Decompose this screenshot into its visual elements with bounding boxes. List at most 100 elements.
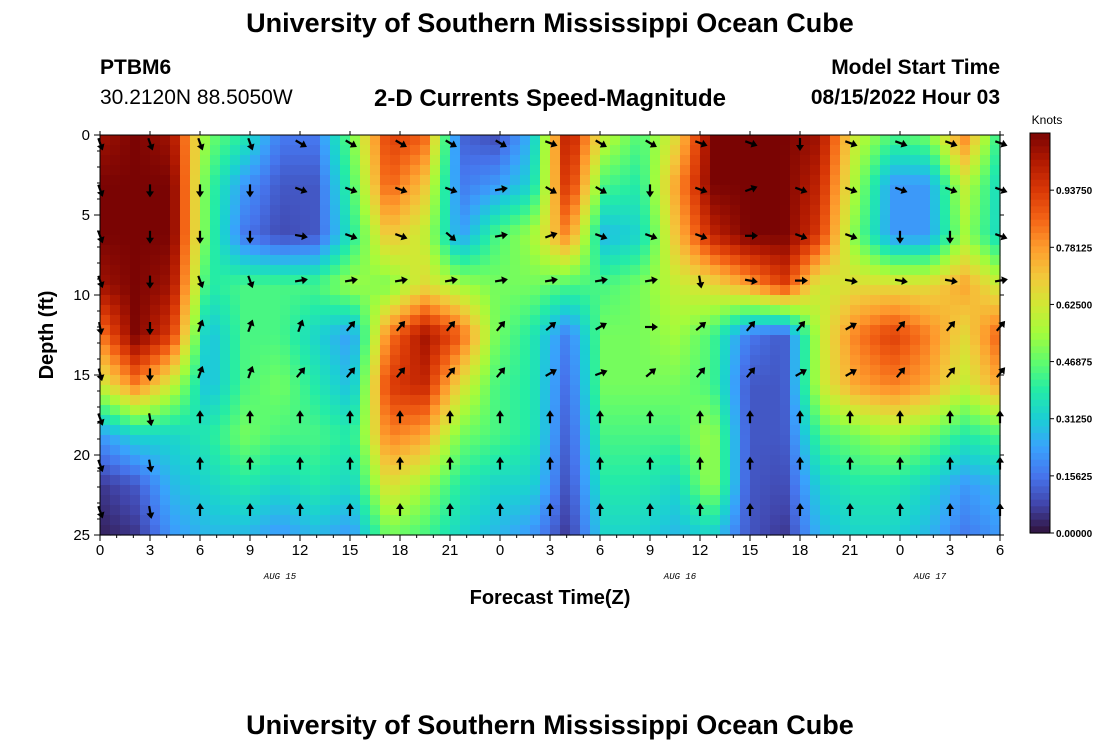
colorbar-label: 0.31250	[1056, 415, 1093, 426]
heatmap-cell	[730, 315, 741, 326]
heatmap-cell	[190, 435, 201, 446]
heatmap-cell	[200, 175, 211, 186]
heatmap-cell	[700, 295, 711, 306]
heatmap-cell	[740, 405, 751, 416]
heatmap-cell	[590, 185, 601, 196]
heatmap-cell	[730, 495, 741, 506]
heatmap-cell	[480, 215, 491, 226]
heatmap-cell	[230, 195, 241, 206]
heatmap-cell	[260, 495, 271, 506]
heatmap-cell	[880, 325, 891, 336]
heatmap-cell	[170, 285, 181, 296]
heatmap-cell	[620, 455, 631, 466]
heatmap-cell	[780, 275, 791, 286]
heatmap-cell	[290, 165, 301, 176]
heatmap-cell	[680, 235, 691, 246]
heatmap-cell	[600, 525, 611, 536]
heatmap-cell	[310, 365, 321, 376]
heatmap-cell	[530, 515, 541, 526]
heatmap-cell	[820, 295, 831, 306]
heatmap-cell	[710, 175, 721, 186]
heatmap-cell	[200, 385, 211, 396]
heatmap-cell	[270, 195, 281, 206]
heatmap-cell	[630, 315, 641, 326]
heatmap-cell	[790, 325, 801, 336]
heatmap-cell	[140, 245, 151, 256]
heatmap-cell	[890, 165, 901, 176]
heatmap-cell	[810, 275, 821, 286]
heatmap-cell	[440, 455, 451, 466]
heatmap-cell	[220, 505, 231, 516]
current-arrow	[644, 276, 658, 285]
heatmap-cell	[330, 185, 341, 196]
current-arrow	[146, 137, 155, 151]
heatmap-cell	[430, 445, 441, 456]
heatmap-cell	[570, 425, 581, 436]
heatmap-cell	[440, 465, 451, 476]
heatmap-cell	[590, 425, 601, 436]
heatmap-cell	[950, 505, 961, 516]
heatmap-cell	[180, 435, 191, 446]
heatmap-cell	[280, 295, 291, 306]
heatmap-cell	[250, 225, 261, 236]
heatmap-cell	[190, 145, 201, 156]
heatmap-cell	[530, 355, 541, 366]
heatmap-cell	[350, 245, 361, 256]
heatmap-cell	[520, 305, 531, 316]
heatmap-cell	[920, 275, 931, 286]
heatmap-cell	[470, 455, 481, 466]
heatmap-cell	[950, 255, 961, 266]
heatmap-cell	[110, 375, 121, 386]
current-arrow	[496, 503, 504, 516]
heatmap-cell	[770, 375, 781, 386]
heatmap-cell	[900, 155, 911, 166]
heatmap-cell	[230, 235, 241, 246]
heatmap-cell	[800, 235, 811, 246]
heatmap-cell	[100, 225, 111, 236]
heatmap-cell	[300, 195, 311, 206]
heatmap-cell	[260, 195, 271, 206]
heatmap-cell	[770, 495, 781, 506]
heatmap-cell	[640, 525, 651, 536]
heatmap-cell	[360, 165, 371, 176]
heatmap-cell	[590, 335, 601, 346]
heatmap-cell	[790, 375, 801, 386]
heatmap-cell	[310, 245, 321, 256]
heatmap-cell	[120, 475, 131, 486]
heatmap-cell	[570, 195, 581, 206]
heatmap-cell	[750, 195, 761, 206]
heatmap-cell	[530, 325, 541, 336]
heatmap-cell	[810, 215, 821, 226]
heatmap-cell	[210, 155, 221, 166]
heatmap-cell	[630, 275, 641, 286]
heatmap-cell	[460, 225, 471, 236]
heatmap-cell	[620, 285, 631, 296]
heatmap-cell	[280, 155, 291, 166]
current-arrow	[846, 410, 854, 424]
heatmap-cell	[450, 335, 461, 346]
heatmap-cell	[390, 315, 401, 326]
heatmap-cell	[900, 245, 911, 256]
heatmap-cell	[100, 415, 111, 426]
heatmap-cell	[540, 195, 551, 206]
heatmap-cell	[110, 275, 121, 286]
heatmap-cell	[430, 365, 441, 376]
heatmap-cell	[950, 335, 961, 346]
heatmap-cell	[460, 475, 471, 486]
heatmap-cell	[200, 505, 211, 516]
heatmap-cell	[390, 335, 401, 346]
heatmap-cell	[930, 435, 941, 446]
heatmap-cell	[470, 345, 481, 356]
heatmap-cell	[470, 395, 481, 406]
heatmap-cell	[690, 435, 701, 446]
heatmap-cell	[760, 165, 771, 176]
heatmap-cell	[180, 195, 191, 206]
heatmap-cell	[510, 335, 521, 346]
heatmap-cell	[640, 325, 651, 336]
heatmap-cell	[960, 465, 971, 476]
heatmap-cell	[410, 445, 421, 456]
current-arrow	[344, 232, 358, 241]
heatmap-cell	[240, 255, 251, 266]
heatmap-cell	[730, 405, 741, 416]
heatmap-cell	[280, 265, 291, 276]
